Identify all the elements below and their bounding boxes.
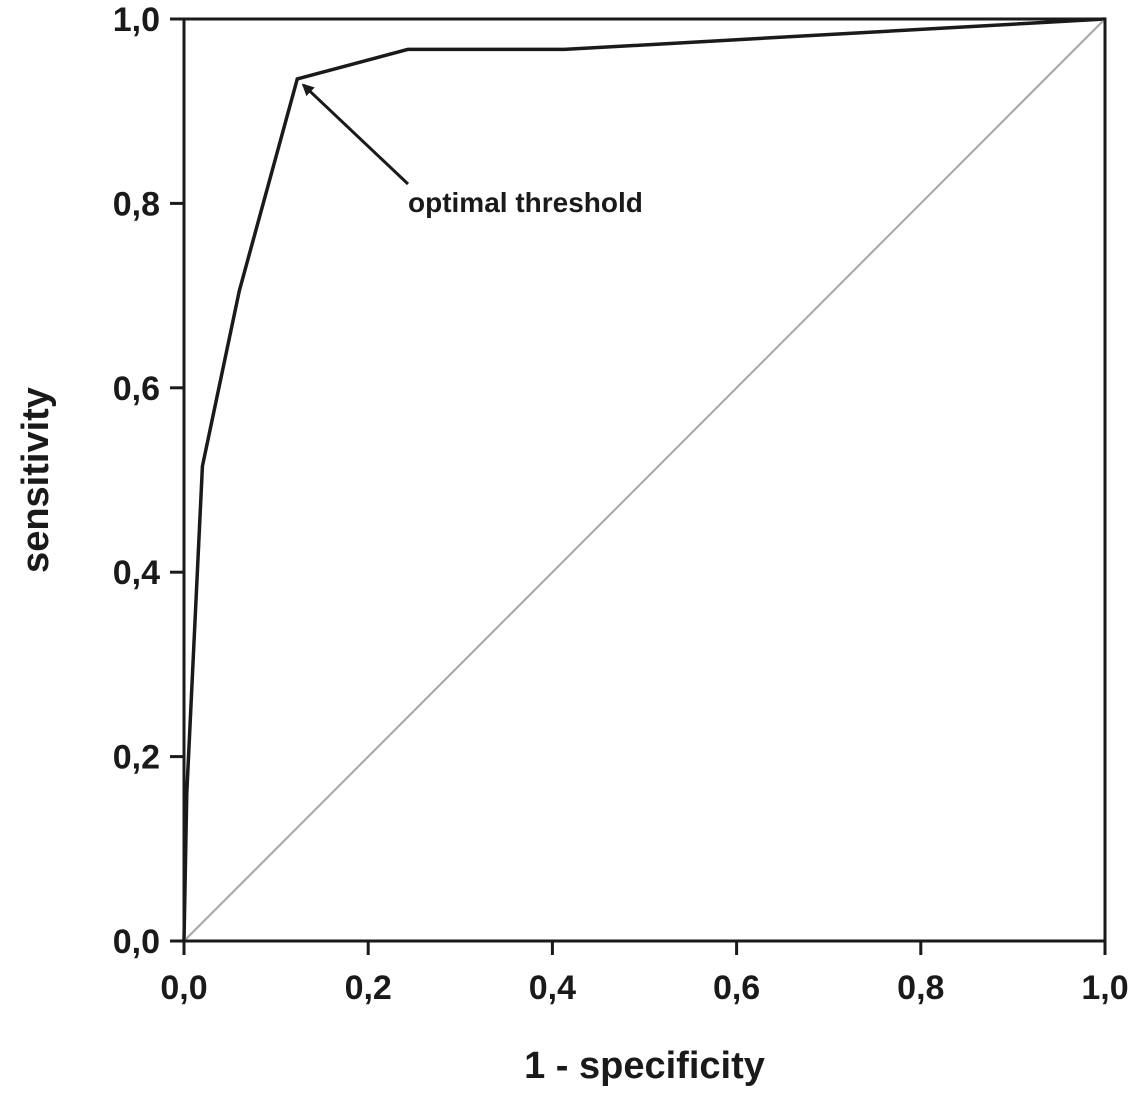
roc-curve	[182, 17, 1106, 942]
y-tick-label: 0,2	[113, 739, 160, 777]
annotation-label: optimal threshold	[408, 187, 643, 218]
y-axis-title: sensitivity	[15, 387, 57, 573]
x-tick-label: 0,6	[713, 969, 760, 1007]
y-tick-label: 0,8	[113, 185, 160, 223]
y-tick-label: 0,6	[113, 370, 160, 408]
x-tick-label: 0,0	[160, 969, 207, 1007]
y-tick-label: 1,0	[113, 1, 160, 39]
x-axis-title: 1 - specificity	[524, 1045, 765, 1087]
ticks-layer: 0,0 0,2 0,4 0,6 0,8 1,0 0,0 0,2 0,4 0,6 0,8 1,0	[113, 1, 1129, 1007]
reference-diagonal	[183, 18, 1106, 942]
plot-frame	[182, 17, 1107, 943]
series-layer	[182, 17, 1106, 942]
x-tick-label: 0,2	[345, 969, 392, 1007]
annotation-layer: optimal threshold	[301, 83, 643, 218]
x-tick-label: 0,4	[529, 969, 576, 1007]
y-tick-label: 0,0	[113, 923, 160, 961]
y-tick-label: 0,4	[113, 554, 160, 592]
annotation-arrow	[301, 83, 410, 186]
x-tick-label: 1,0	[1081, 969, 1128, 1007]
x-tick-label: 0,8	[897, 969, 944, 1007]
